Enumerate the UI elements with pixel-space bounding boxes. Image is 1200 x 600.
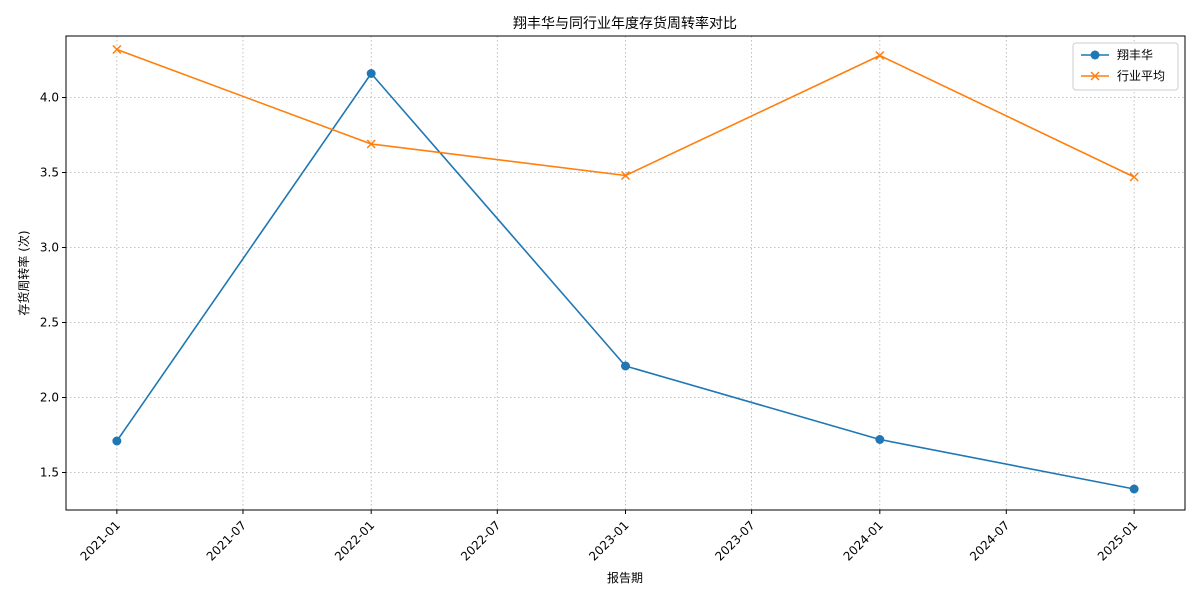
series-2 — [112, 44, 1139, 182]
legend-item: 翔丰华 — [1081, 48, 1153, 62]
x-tick-label: 2024-07 — [967, 518, 1012, 563]
x-tick-label: 2025-01 — [1095, 518, 1140, 563]
x-tick-label: 2023-07 — [712, 518, 757, 563]
data-point — [112, 436, 122, 446]
data-point — [875, 50, 885, 61]
y-axis-label: 存货周转率 (次) — [16, 230, 31, 315]
legend-label: 行业平均 — [1117, 69, 1165, 83]
axes: 2021-01 2021-07 2022-01 2022-07 2023-01 2023-… — [40, 35, 1186, 564]
data-point — [366, 139, 376, 149]
data-point — [1129, 484, 1139, 494]
data-point — [1129, 172, 1139, 182]
y-tick-label: 1.5 — [40, 466, 59, 480]
x-tick-label: 2021-07 — [204, 518, 249, 563]
y-tick-label: 3.5 — [40, 166, 59, 180]
x-tick-label: 2024-01 — [841, 518, 886, 563]
series-layer — [112, 44, 1139, 494]
x-tick-label: 2022-07 — [458, 518, 503, 563]
data-point — [621, 361, 630, 371]
series-1 — [112, 69, 1139, 494]
chart-title: 翔丰华与同行业年度存货周转率对比 — [513, 15, 737, 32]
y-tick-label: 3.0 — [40, 241, 59, 255]
x-tick-label: 2021-01 — [78, 518, 123, 563]
data-point — [875, 435, 885, 444]
data-point — [112, 44, 122, 55]
legend-label: 翔丰华 — [1117, 48, 1153, 62]
x-axis-label: 报告期 — [607, 570, 643, 585]
y-tick-label: 4.0 — [40, 91, 59, 105]
legend-marker — [1090, 50, 1100, 60]
y-tick-label: 2.5 — [40, 316, 59, 330]
x-tick-label: 2022-01 — [332, 518, 377, 563]
y-tick-label: 2.0 — [40, 391, 59, 405]
legend-marker — [1090, 71, 1100, 81]
legend-item: 行业平均 — [1081, 69, 1165, 83]
grid — [66, 36, 1185, 510]
x-tick-label: 2023-01 — [586, 518, 631, 563]
data-point — [366, 69, 376, 78]
data-point — [620, 170, 631, 181]
